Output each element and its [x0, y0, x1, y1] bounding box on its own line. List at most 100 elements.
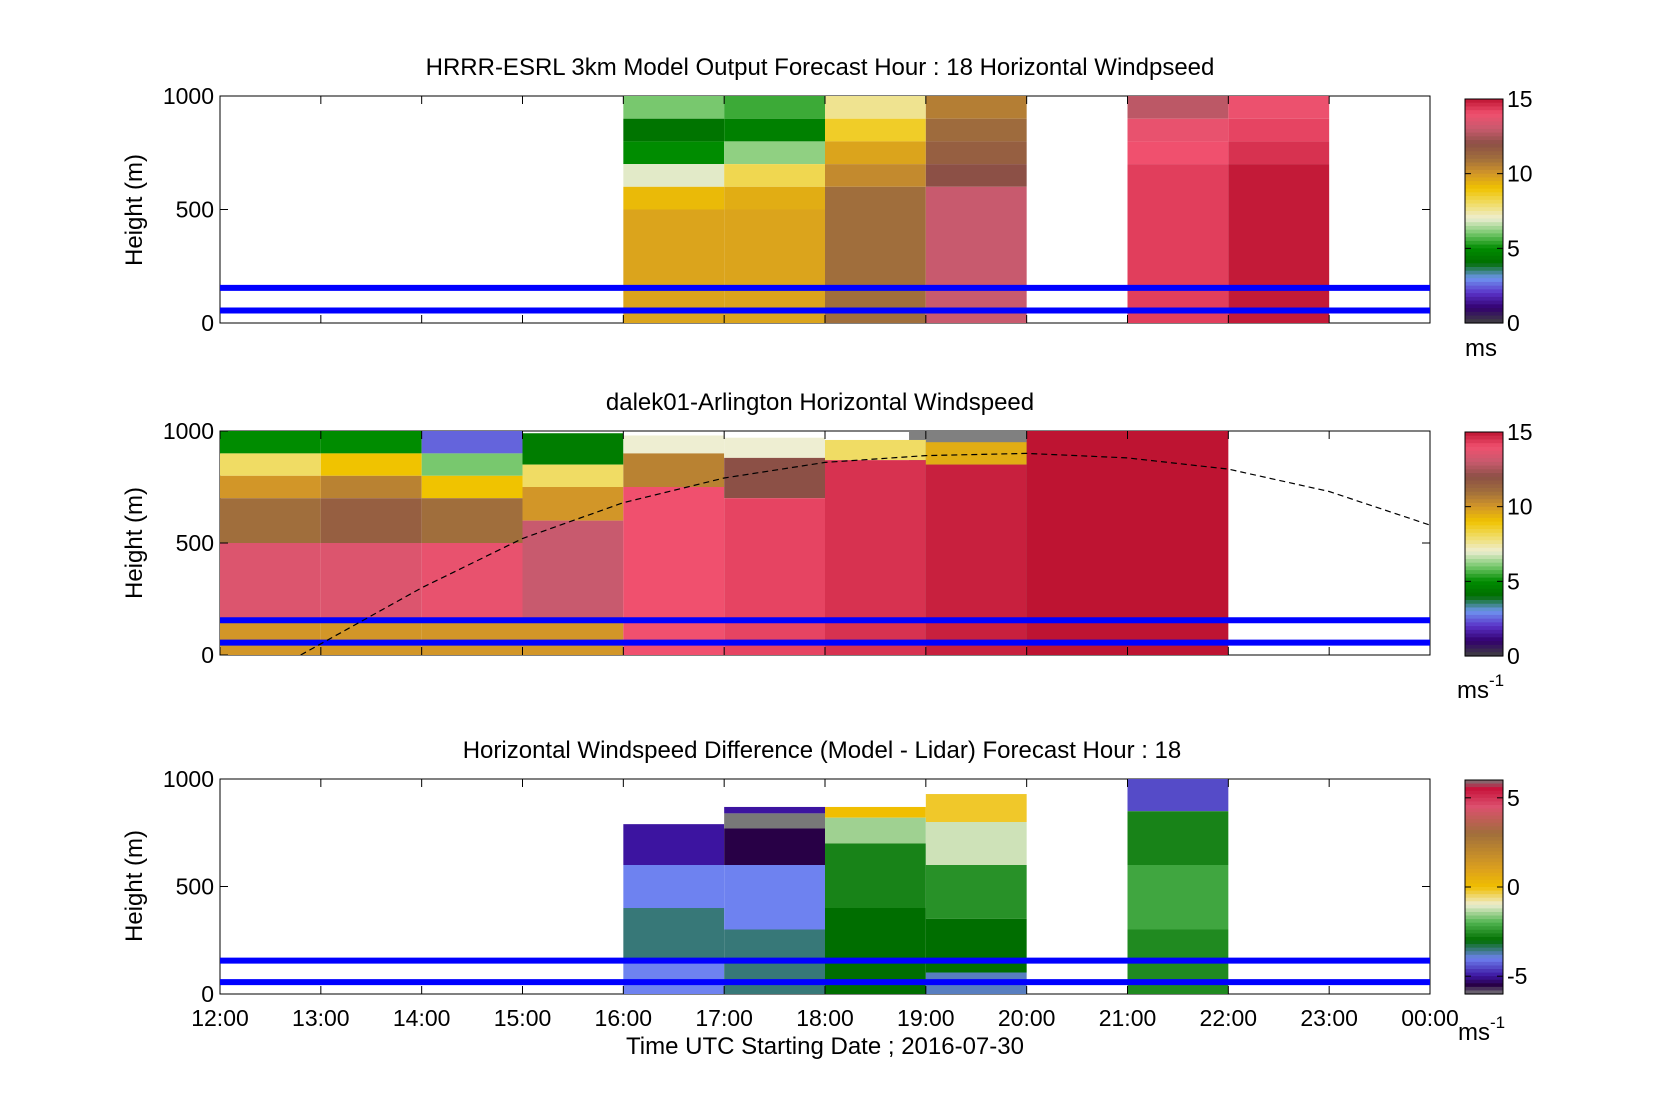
- colorbar-segment: [1465, 990, 1503, 995]
- colorbar-tick-label: 0: [1507, 310, 1520, 336]
- x-tick-label: 22:00: [1200, 1005, 1258, 1031]
- colorbar-segment: [1465, 102, 1503, 108]
- colorbar-segment: [1465, 461, 1503, 467]
- profile-cell-0-2: [220, 475, 321, 499]
- colorbar-segment: [1465, 652, 1503, 657]
- colorbar-segment: [1465, 983, 1503, 988]
- colorbar-segment: [1465, 581, 1503, 586]
- colorbar-segment: [1465, 173, 1503, 178]
- x-tick-label: 17:00: [695, 1005, 753, 1031]
- profile-cell-4-3: [623, 621, 725, 655]
- colorbar-segment: [1465, 555, 1503, 560]
- heatmap-cell-1-3: [724, 865, 825, 930]
- x-tick-label: 15:00: [494, 1005, 552, 1031]
- panel-lidar-windspeed: dalek01-Arlington Horizontal Windspeed 0…: [121, 389, 1533, 704]
- colorbar-segment: [1465, 155, 1503, 160]
- panel3-reference-lines: [220, 957, 1430, 986]
- colorbar-segment: [1465, 274, 1503, 279]
- colorbar-segment: [1465, 780, 1503, 785]
- panel3-ylabel: Height (m): [121, 830, 148, 942]
- colorbar-segment: [1465, 787, 1503, 792]
- panel2-reference-lines: [220, 617, 1430, 646]
- colorbar-segment: [1465, 879, 1503, 885]
- colorbar-segment: [1465, 947, 1503, 952]
- colorbar-segment: [1465, 865, 1503, 870]
- profile-cell-3-4: [522, 621, 624, 655]
- colorbar-segment: [1465, 443, 1503, 448]
- colorbar-segment: [1465, 211, 1503, 216]
- colorbar-segment: [1465, 267, 1503, 272]
- colorbar-segment: [1465, 484, 1503, 489]
- colorbar-segment: [1465, 969, 1503, 974]
- colorbar-segment: [1465, 544, 1503, 549]
- heatmap-cell-4-0: [1127, 96, 1229, 119]
- profile-cell-5-2: [724, 498, 825, 655]
- colorbar-segment: [1465, 281, 1503, 287]
- colorbar-tick-label: -5: [1507, 963, 1527, 989]
- colorbar-segment: [1465, 285, 1503, 290]
- panel2-unit-exponent: -1: [1489, 671, 1504, 690]
- profile-cell-2-2: [421, 475, 523, 499]
- colorbar-segment: [1465, 822, 1503, 827]
- colorbar-segment: [1465, 915, 1503, 920]
- profile-cell-0-5: [220, 621, 321, 655]
- heatmap-cell-0-0: [623, 96, 725, 119]
- panel1-heatmap: [623, 96, 1330, 323]
- colorbar-segment: [1465, 248, 1503, 253]
- panel1-ylabel: Height (m): [121, 154, 148, 266]
- x-tick-label: 16:00: [595, 1005, 653, 1031]
- colorbar-segment: [1465, 278, 1503, 283]
- panel2-x-ticks: [219, 431, 1431, 655]
- colorbar-segment: [1465, 136, 1503, 141]
- panel2-ylabel: Height (m): [121, 487, 148, 599]
- y-tick-label: 1000: [163, 83, 214, 109]
- panel1-y-ticks: 0 500 1000: [163, 83, 1430, 336]
- heatmap-cell-4-1: [1127, 811, 1229, 865]
- heatmap-cell-0-1: [623, 118, 725, 142]
- colorbar-segment: [1465, 435, 1503, 441]
- heatmap-cell-4-1: [1127, 118, 1229, 142]
- colorbar-segment: [1465, 113, 1503, 119]
- colorbar-segment: [1465, 308, 1503, 313]
- colorbar-segment: [1465, 177, 1503, 182]
- colorbar-segment: [1465, 128, 1503, 134]
- colorbar-segment: [1465, 933, 1503, 938]
- y-tick-label: 0: [201, 642, 214, 668]
- colorbar-segment: [1465, 633, 1503, 638]
- heatmap-cell-1-4: [724, 186, 825, 210]
- colorbar-segment: [1465, 499, 1503, 504]
- colorbar-segment: [1465, 125, 1503, 130]
- profile-cell-4-0: [623, 435, 725, 454]
- colorbar-segment: [1465, 166, 1503, 171]
- profile-cell-2-5: [421, 621, 523, 655]
- colorbar-segment: [1465, 648, 1503, 653]
- colorbar-segment: [1465, 465, 1503, 470]
- colorbar-segment: [1465, 854, 1503, 860]
- colorbar-segment: [1465, 495, 1503, 500]
- heatmap-cell-1-3: [724, 164, 825, 187]
- panel3-colorbar: -5 0 5: [1464, 779, 1527, 995]
- colorbar-segment: [1465, 255, 1503, 261]
- x-tick-label: 19:00: [897, 1005, 955, 1031]
- heatmap-cell-2-2: [825, 141, 926, 165]
- heatmap-cell-3-4: [925, 186, 1027, 323]
- colorbar-segment: [1465, 890, 1503, 895]
- x-tick-label: 20:00: [998, 1005, 1056, 1031]
- colorbar-segment: [1465, 147, 1503, 152]
- colorbar-segment: [1465, 106, 1503, 111]
- panel2-y-ticks: 0 500 1000: [163, 418, 1430, 668]
- colorbar-segment: [1465, 304, 1503, 309]
- profile-cell-3-3: [522, 520, 624, 622]
- colorbar-segment: [1465, 229, 1503, 234]
- heatmap-cell-1-1: [724, 118, 825, 142]
- heatmap-cell-0-3: [623, 164, 725, 187]
- colorbar-segment: [1465, 936, 1503, 942]
- colorbar-segment: [1465, 858, 1503, 863]
- profile-cell-0-4: [220, 543, 321, 622]
- colorbar-segment: [1465, 300, 1503, 305]
- profile-cell-1-4: [320, 543, 422, 622]
- heatmap-cell-2-4: [825, 186, 926, 323]
- colorbar-segment: [1465, 851, 1503, 856]
- colorbar-segment: [1465, 222, 1503, 227]
- panel1-colorbar: 0 5 10 15: [1464, 86, 1533, 336]
